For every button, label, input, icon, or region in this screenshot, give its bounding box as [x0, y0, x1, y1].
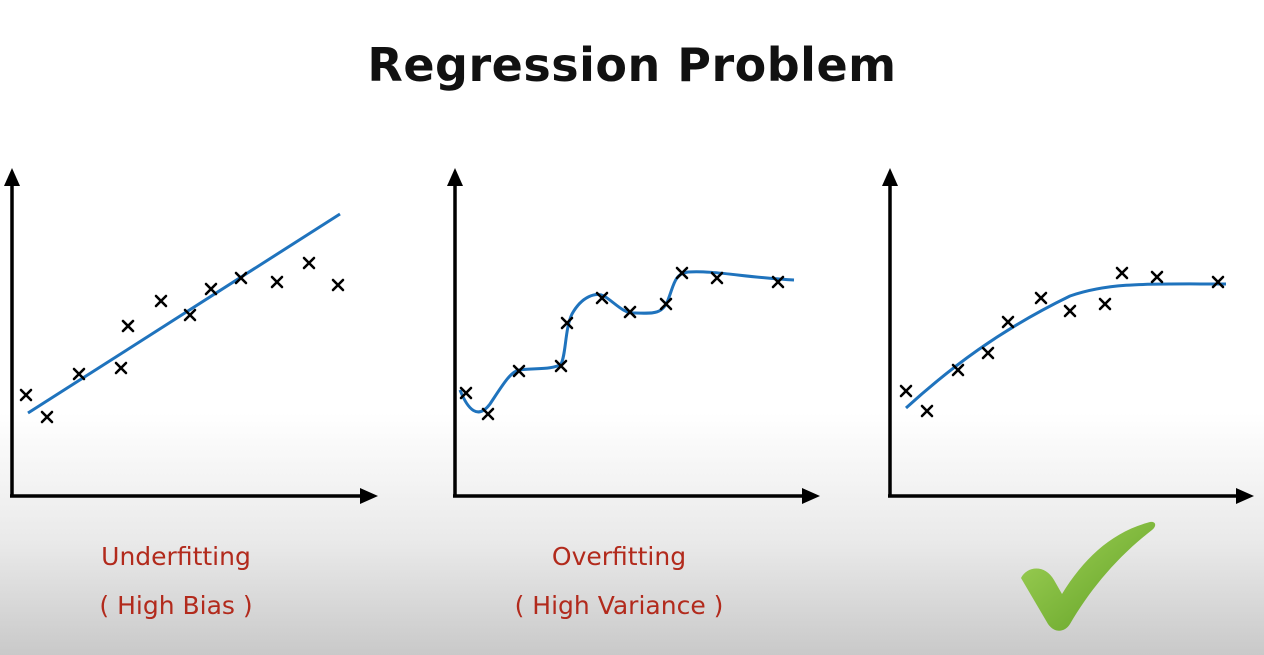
underfit-points	[19, 256, 345, 424]
underfit-data-point	[302, 256, 316, 270]
goodfit-data-point	[920, 404, 934, 418]
overfit-caption: Overfitting ( High Variance )	[459, 544, 779, 618]
underfit-data-point	[183, 308, 197, 322]
goodfit-data-point	[1211, 275, 1225, 289]
goodfit-fit-curve	[904, 282, 1227, 410]
overfit-data-point	[659, 297, 673, 311]
underfit-fit-line	[27, 212, 341, 415]
underfit-caption-title: Underfitting	[101, 542, 251, 571]
overfit-data-point	[560, 316, 574, 330]
goodfit-axes	[882, 168, 1254, 504]
underfit-x-arrow	[360, 488, 378, 504]
overfit-caption-title: Overfitting	[551, 542, 687, 571]
overfit-caption-subtitle: ( High Variance )	[514, 591, 724, 620]
underfit-data-point	[270, 275, 284, 289]
overfit-axes	[447, 168, 820, 504]
underfit-axes	[4, 168, 378, 504]
overfit-data-point	[481, 407, 495, 421]
goodfit-data-point	[1063, 304, 1077, 318]
overfit-data-point	[459, 386, 473, 400]
goodfit-data-point	[1034, 291, 1048, 305]
overfit-data-point	[595, 291, 609, 305]
goodfit-y-arrow	[882, 168, 898, 186]
underfit-caption: Underfitting ( High Bias )	[16, 544, 336, 618]
underfit-y-arrow	[4, 168, 20, 186]
goodfit-data-point	[899, 384, 913, 398]
goodfit-x-arrow	[1236, 488, 1254, 504]
underfit-caption-subtitle: ( High Bias )	[99, 591, 253, 620]
page-title: Regression Problem	[367, 38, 897, 92]
overfit-points	[459, 266, 785, 421]
overfit-x-arrow	[802, 488, 820, 504]
overfit-data-point	[771, 275, 785, 289]
goodfit-data-point	[951, 363, 965, 377]
underfit-data-point	[154, 294, 168, 308]
underfit-data-point	[114, 361, 128, 375]
overfit-data-point	[675, 266, 689, 280]
underfit-data-point	[331, 278, 345, 292]
overfit-data-point	[623, 305, 637, 319]
goodfit-data-point	[981, 346, 995, 360]
underfit-data-point	[121, 319, 135, 333]
underfit-data-point	[234, 271, 248, 285]
underfit-data-point	[72, 367, 86, 381]
goodfit-points	[899, 266, 1225, 418]
goodfit-data-point	[1001, 315, 1015, 329]
overfit-data-point	[512, 364, 526, 378]
goodfit-data-point	[1115, 266, 1129, 280]
underfit-data-point	[19, 388, 33, 402]
overfit-y-arrow	[447, 168, 463, 186]
overfit-data-point	[710, 271, 724, 285]
underfit-data-point	[40, 410, 54, 424]
underfit-data-point	[204, 282, 218, 296]
overfit-fit-curve	[458, 270, 795, 414]
goodfit-data-point	[1098, 297, 1112, 311]
checkmark-icon	[1021, 521, 1156, 631]
goodfit-data-point	[1150, 270, 1164, 284]
overfit-data-point	[554, 359, 568, 373]
